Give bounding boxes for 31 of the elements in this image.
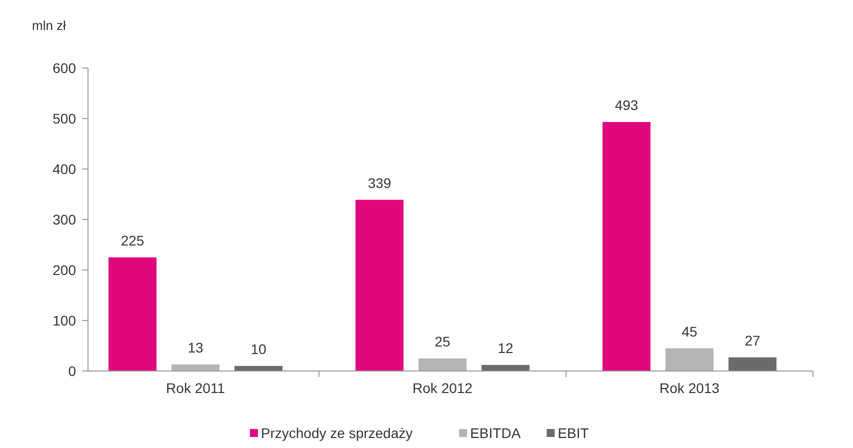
- y-tick-label: 500: [52, 110, 76, 126]
- data-label: 27: [744, 332, 760, 348]
- bar: [482, 364, 530, 371]
- y-tick-label: 100: [52, 312, 76, 328]
- data-label: 13: [188, 339, 204, 356]
- bar: [418, 358, 466, 371]
- data-label: 10: [250, 340, 266, 357]
- x-tick-label: Rok 2011: [166, 380, 226, 396]
- legend-label: Przychody ze sprzedaży: [260, 425, 413, 441]
- bar: [728, 357, 776, 371]
- y-tick-label: 400: [52, 160, 76, 177]
- data-label: 339: [368, 174, 392, 191]
- y-tick-label: 0: [68, 362, 76, 379]
- x-tick-label: Rok 2012: [412, 380, 473, 396]
- data-label: 45: [682, 323, 698, 340]
- x-tick-label: Rok 2013: [660, 380, 720, 396]
- legend-label: EBITDA: [470, 425, 522, 441]
- y-tick-label: 300: [52, 211, 76, 228]
- bar: [666, 348, 714, 371]
- y-axis-title: mln zł: [32, 18, 66, 33]
- bar: [172, 364, 220, 371]
- legend-label: EBIT: [558, 425, 590, 441]
- data-label: 493: [614, 97, 638, 114]
- bar: [602, 122, 650, 371]
- data-label: 25: [434, 333, 450, 350]
- data-label: 12: [498, 340, 514, 356]
- y-tick-label: 600: [52, 60, 76, 76]
- bar: [108, 257, 156, 371]
- data-label: 225: [120, 232, 144, 248]
- bar: [356, 200, 404, 371]
- y-tick-label: 200: [52, 262, 76, 278]
